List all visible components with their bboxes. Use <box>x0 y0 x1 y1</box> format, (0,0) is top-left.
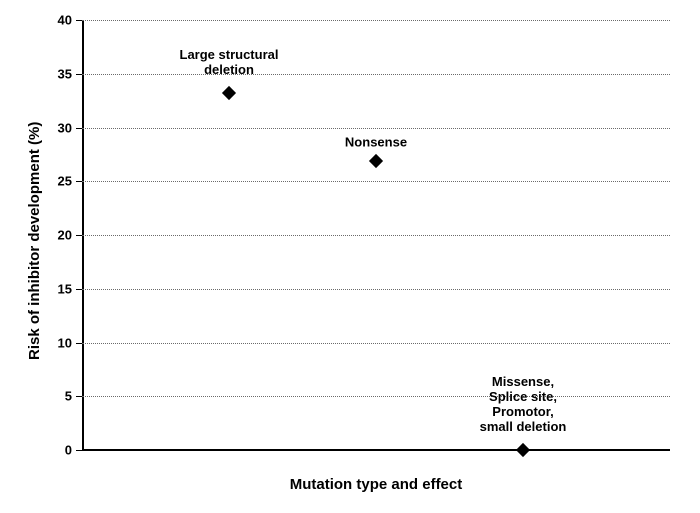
x-axis-title: Mutation type and effect <box>82 476 670 493</box>
y-tick-mark <box>76 450 82 451</box>
x-axis-line <box>82 449 670 451</box>
y-tick-mark <box>76 343 82 344</box>
y-tick-label: 10 <box>0 335 72 350</box>
y-tick-mark <box>76 235 82 236</box>
gridline-y <box>82 235 670 236</box>
y-tick-label: 20 <box>0 228 72 243</box>
y-tick-label: 0 <box>0 443 72 458</box>
y-tick-mark <box>76 181 82 182</box>
data-point-label: Missense, Splice site, Promotor, small d… <box>423 375 623 435</box>
y-tick-label: 5 <box>0 389 72 404</box>
y-tick-mark <box>76 74 82 75</box>
gridline-y <box>82 181 670 182</box>
data-point-label: Nonsense <box>276 135 476 150</box>
gridline-y <box>82 128 670 129</box>
y-tick-label: 30 <box>0 120 72 135</box>
gridline-y <box>82 20 670 21</box>
y-tick-label: 25 <box>0 174 72 189</box>
gridline-y <box>82 343 670 344</box>
data-point-label: Large structural deletion <box>129 48 329 78</box>
y-tick-label: 40 <box>0 13 72 28</box>
y-tick-mark <box>76 396 82 397</box>
y-tick-label: 15 <box>0 281 72 296</box>
y-tick-mark <box>76 289 82 290</box>
y-tick-mark <box>76 20 82 21</box>
y-tick-label: 35 <box>0 66 72 81</box>
y-tick-mark <box>76 128 82 129</box>
scatter-chart: Risk of inhibitor development (%) Mutati… <box>0 0 700 513</box>
gridline-y <box>82 289 670 290</box>
